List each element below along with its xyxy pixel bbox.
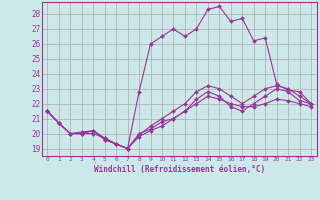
X-axis label: Windchill (Refroidissement éolien,°C): Windchill (Refroidissement éolien,°C) [94,165,265,174]
